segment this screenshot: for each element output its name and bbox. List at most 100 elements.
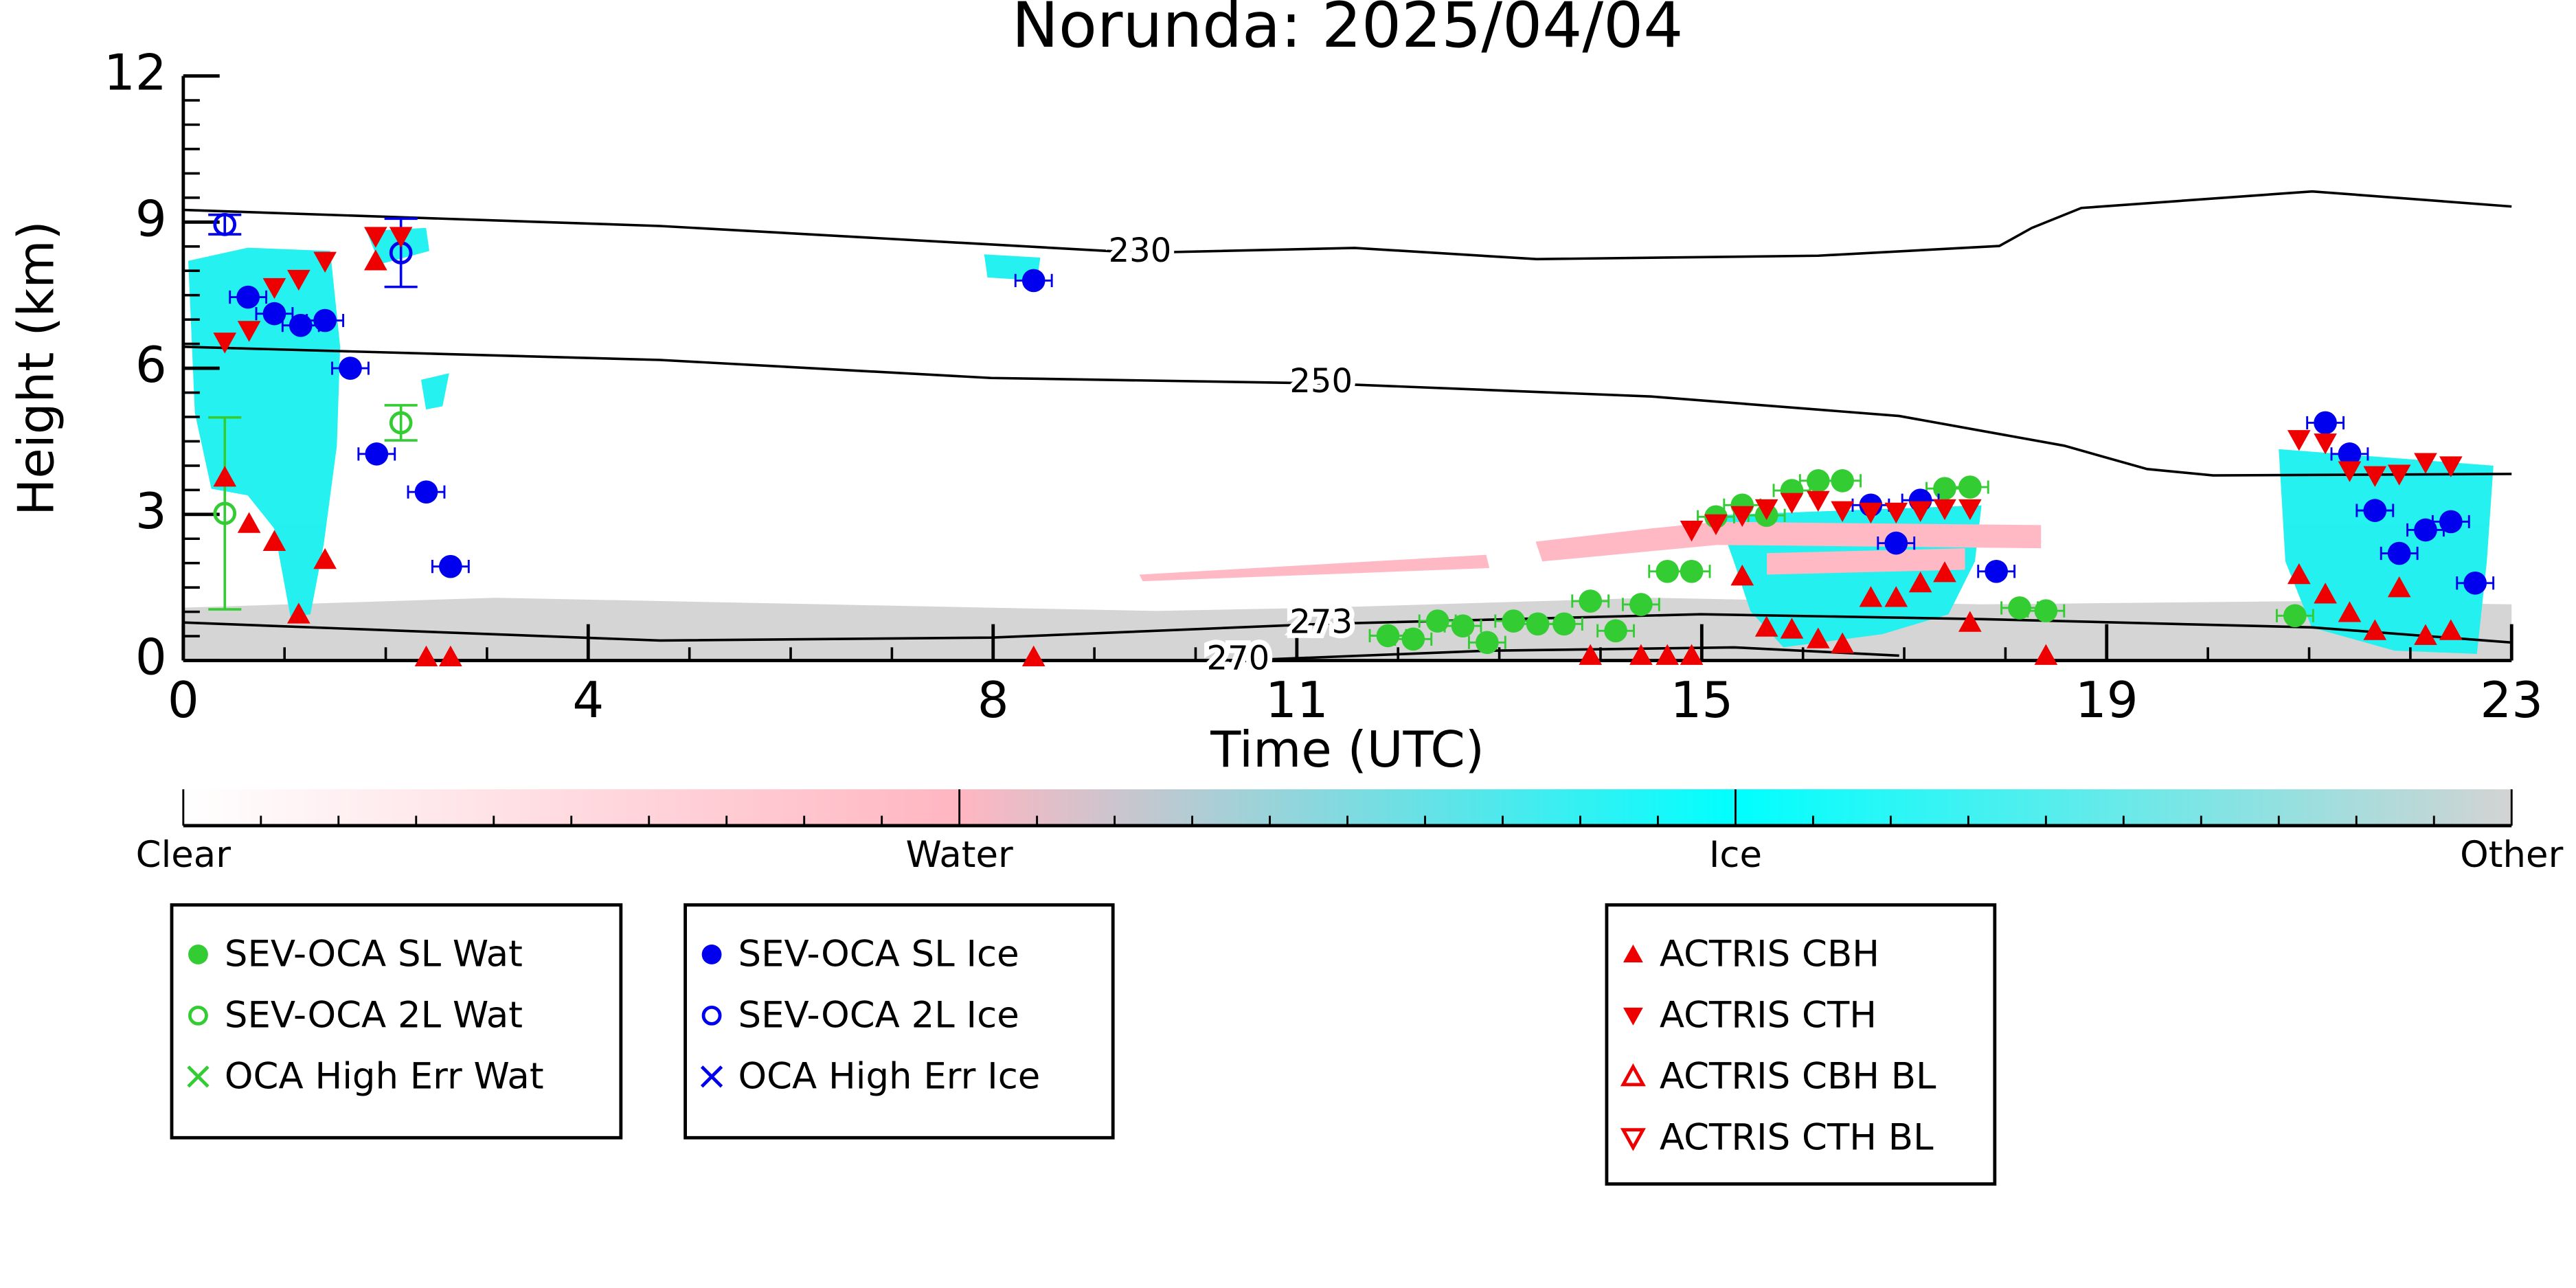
legend-box (170, 903, 623, 1140)
legend-marker (1623, 945, 1643, 962)
point (2287, 563, 2311, 585)
point (363, 249, 387, 271)
point (1629, 593, 1653, 616)
contour-label: 273 (1289, 602, 1353, 641)
point (1680, 559, 1704, 583)
legend-box (683, 903, 1115, 1140)
x-axis-label: Time (UTC) (1210, 721, 1484, 779)
y-tick-label: 6 (135, 337, 167, 394)
legend-marker (701, 945, 722, 964)
x-tick-label: 8 (978, 672, 1009, 730)
point (2034, 599, 2058, 623)
error-bar (384, 404, 418, 442)
point (2414, 518, 2437, 542)
point (1884, 586, 1908, 607)
legend-label: SEV-OCA 2L Ice (738, 994, 1019, 1036)
point (1806, 490, 1830, 512)
point (439, 645, 462, 667)
point (1629, 644, 1653, 665)
point (237, 512, 261, 533)
point (2439, 619, 2463, 640)
point (1579, 589, 1603, 613)
legend-label: OCA High Err Wat (225, 1055, 544, 1097)
point (2439, 510, 2463, 534)
legend-label: SEV-OCA SL Wat (225, 933, 523, 975)
contour-label: 250 (1289, 362, 1353, 400)
point (2439, 456, 2463, 477)
point (1021, 269, 1046, 293)
point (414, 645, 438, 667)
point (2338, 601, 2362, 622)
x-tick-label: 11 (1265, 672, 1329, 730)
point (1933, 499, 1956, 521)
colorbar-label: Clear (136, 834, 231, 876)
legend-label: ACTRIS CTH (1660, 994, 1877, 1036)
legend-marker (187, 1065, 210, 1088)
colorbar-label: Water (905, 834, 1013, 876)
legend-marker (1623, 1007, 1643, 1026)
legend-label: ACTRIS CTH BL (1660, 1116, 1934, 1158)
point (1908, 501, 1932, 522)
point (1730, 506, 1754, 528)
point (2314, 433, 2337, 455)
point (339, 357, 362, 380)
point (286, 602, 310, 624)
point (1526, 612, 1550, 636)
point (1680, 644, 1704, 665)
point (2387, 464, 2411, 486)
point (1985, 559, 2008, 583)
legend-marker (188, 945, 208, 964)
point (1656, 644, 1680, 665)
point (262, 278, 286, 300)
point (213, 501, 237, 526)
y-tick-label: 9 (135, 190, 167, 248)
point (2387, 541, 2411, 565)
point (2414, 453, 2437, 474)
legend-marker (700, 1065, 723, 1088)
point (2338, 442, 2362, 466)
point (1704, 514, 1728, 536)
point (1754, 499, 1778, 521)
colorbar-label: Ice (1709, 834, 1762, 876)
point (1884, 502, 1908, 524)
point (262, 530, 286, 551)
y-tick-label: 12 (104, 45, 167, 102)
y-tick-label: 0 (135, 629, 167, 687)
point (1958, 475, 1982, 499)
point (2008, 596, 2031, 620)
point (1021, 645, 1046, 667)
point (313, 547, 337, 569)
contour-line (183, 190, 2512, 261)
y-tick-label: 3 (135, 483, 167, 541)
point (1552, 612, 1576, 636)
point (1831, 469, 1854, 493)
point (365, 442, 389, 466)
x-tick-label: 23 (2480, 672, 2543, 730)
point (439, 554, 462, 578)
point (2338, 461, 2362, 482)
point (1780, 493, 1804, 514)
contour-line (1238, 646, 1899, 662)
x-tick-label: 0 (168, 672, 199, 730)
point (262, 302, 286, 326)
point (1859, 502, 1883, 524)
point (1579, 644, 1603, 665)
point (2363, 466, 2387, 487)
error-bar (208, 416, 242, 611)
contour-label: 270 (1207, 640, 1270, 678)
point (2314, 583, 2337, 604)
legend-box (1605, 903, 1997, 1186)
point (1831, 632, 1854, 653)
point (1831, 501, 1854, 522)
point (313, 308, 337, 332)
point (1425, 609, 1449, 633)
point (289, 313, 313, 337)
point (213, 466, 237, 487)
point (2414, 624, 2437, 645)
point (1806, 627, 1830, 648)
point (1401, 627, 1425, 651)
x-tick-label: 15 (1670, 672, 1733, 730)
point (313, 251, 337, 273)
point (2287, 430, 2311, 451)
point (236, 285, 260, 309)
